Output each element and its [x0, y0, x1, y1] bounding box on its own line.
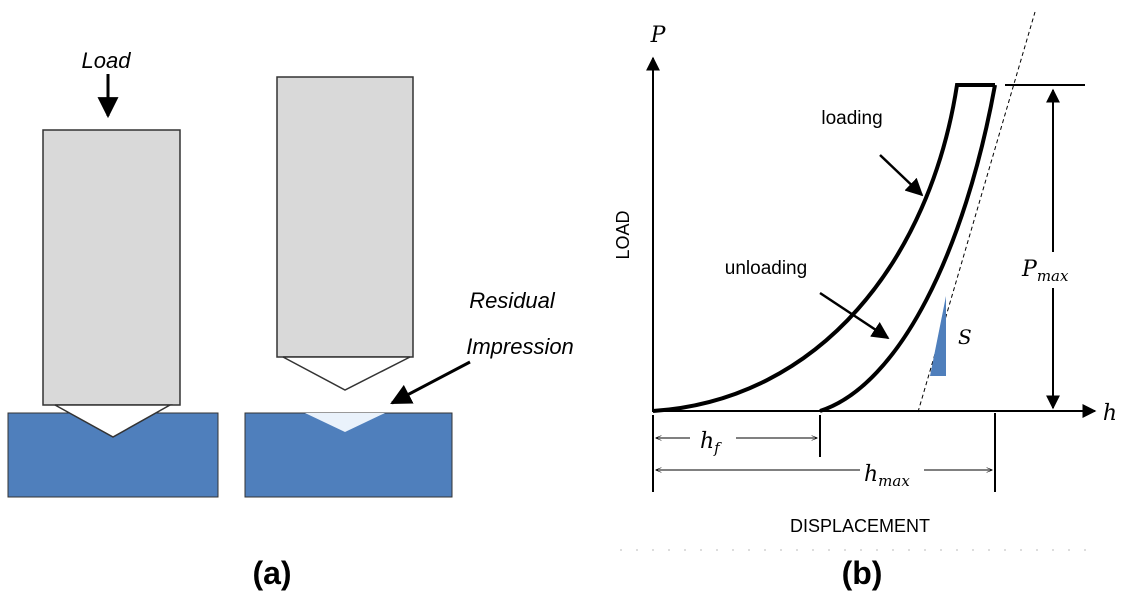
load-label: Load	[82, 48, 132, 73]
caption: (b)	[842, 555, 883, 591]
indenter-tip	[54, 404, 173, 438]
loading-arrow	[879, 154, 924, 197]
panel-b: P h LOAD DISPLACEMENT S loading unloadin…	[613, 11, 1117, 591]
stiffness-triangle	[930, 296, 946, 376]
hf-label-bg	[690, 424, 736, 458]
symbol: h	[700, 429, 714, 454]
residual-impression	[305, 413, 385, 432]
stiffness-label: S	[958, 325, 972, 349]
panel-a: Load Residual Impression (a)	[7, 48, 574, 591]
indenter	[42, 129, 181, 406]
hmax-label: hmax	[864, 462, 910, 490]
subscript: f	[713, 439, 722, 457]
subscript: max	[1037, 267, 1069, 285]
impression-label: Impression	[466, 334, 574, 359]
impression-arrow	[390, 360, 471, 405]
loading-label: loading	[821, 108, 882, 129]
caption: (a)	[252, 555, 291, 591]
y-label: LOAD	[613, 210, 633, 259]
symbol: h	[864, 462, 878, 487]
y-symbol: P	[650, 23, 667, 48]
hf-label: hf	[700, 429, 722, 457]
x-label: DISPLACEMENT	[790, 516, 930, 536]
pmax-label-bg	[1022, 252, 1072, 288]
indenter-tip	[282, 356, 411, 391]
indenter	[276, 76, 414, 358]
subscript: max	[878, 472, 910, 490]
unloading-arrow	[819, 291, 890, 340]
unloading-label: unloading	[725, 258, 807, 279]
hmax-label-bg	[860, 458, 924, 490]
pmax-label: Pmax	[1021, 257, 1069, 285]
loading-curve	[652, 83, 995, 413]
impression-label: Residual	[469, 288, 556, 313]
unloading-curve	[819, 84, 997, 413]
x-symbol: h	[1103, 401, 1117, 426]
symbol: P	[1021, 257, 1038, 282]
